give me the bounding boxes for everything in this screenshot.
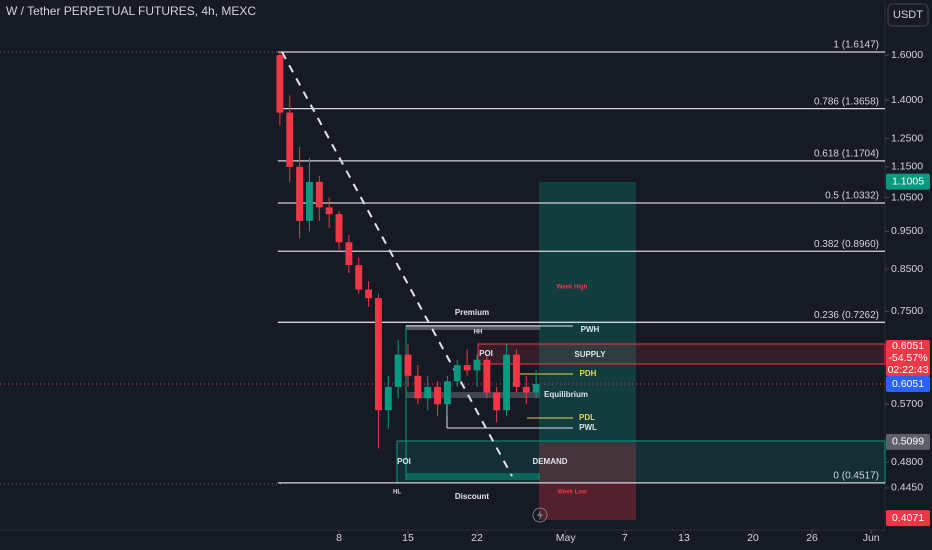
annotation: PWH xyxy=(581,325,600,334)
y-tick-label: 0.4800 xyxy=(891,456,923,468)
annotation: Discount xyxy=(455,492,490,501)
price-tag xyxy=(886,510,930,527)
candle-body xyxy=(434,386,442,405)
fib-label: 0.236 (0.7262) xyxy=(814,310,879,321)
fib-label: 0 (0.4517) xyxy=(833,471,879,482)
candle-body xyxy=(463,365,471,371)
candle-body xyxy=(374,298,382,411)
annotation: PWL xyxy=(579,423,597,432)
countdown-tag xyxy=(886,340,930,377)
annotation: PDL xyxy=(579,413,595,422)
price-tag-label: 1.1005 xyxy=(892,175,924,187)
x-tick-label: 13 xyxy=(678,532,690,544)
annotation: HH xyxy=(474,330,483,336)
y-tick-label: 1.6000 xyxy=(891,49,923,61)
y-tick-label: 0.9500 xyxy=(891,225,923,237)
equilibrium-band xyxy=(406,392,540,398)
candle-body xyxy=(443,381,451,405)
price-tag xyxy=(886,376,930,393)
position-loss xyxy=(539,443,636,520)
candle-body xyxy=(345,242,353,266)
x-tick-label: May xyxy=(556,532,577,544)
candle-body xyxy=(384,386,392,411)
fib-label: 0.786 (1.3658) xyxy=(814,96,879,107)
premium-band xyxy=(406,325,540,330)
candle-body xyxy=(315,181,323,208)
candle-body xyxy=(483,359,491,393)
trend-line xyxy=(281,51,513,477)
x-tick-label: 15 xyxy=(402,532,414,544)
event-icon-bolt xyxy=(537,510,543,520)
candle-body xyxy=(532,384,540,393)
annotation: POI xyxy=(397,457,411,466)
candle-body xyxy=(424,386,432,399)
countdown-change: -54.57% xyxy=(888,352,927,364)
position-profit xyxy=(539,182,636,443)
y-tick-label: 0.5700 xyxy=(891,398,923,410)
supply-zone xyxy=(477,343,886,365)
y-tick-label: 0.7500 xyxy=(891,305,923,317)
annotation: PDH xyxy=(580,369,597,378)
candle-body xyxy=(473,359,481,371)
annotation: Premium xyxy=(455,308,489,317)
price-tag xyxy=(886,433,930,450)
fib-label: 0.382 (0.8960) xyxy=(814,239,879,250)
candle-body xyxy=(512,354,520,387)
y-tick-label: 1.2500 xyxy=(891,132,923,144)
annotation: Week High xyxy=(557,285,588,291)
fib-label: 1 (1.6147) xyxy=(833,40,879,51)
annotation: HL xyxy=(393,490,401,496)
annotation: DEMAND xyxy=(532,457,567,466)
candle-body xyxy=(414,375,422,399)
x-tick-label: 26 xyxy=(806,532,818,544)
candle-body xyxy=(335,214,343,243)
y-tick-label: 1.1500 xyxy=(891,161,923,173)
price-tag-label: 0.4071 xyxy=(892,512,924,524)
chart-title: W / Tether PERPETUAL FUTURES, 4h, MEXC xyxy=(6,4,256,18)
y-tick-label: 1.0500 xyxy=(891,191,923,203)
x-tick-label: 8 xyxy=(336,532,342,544)
fib-label: 0.618 (1.1704) xyxy=(814,148,879,159)
countdown-price: 0.6051 xyxy=(892,340,924,352)
annotation: Equilibrium xyxy=(544,390,588,399)
annotation: POI xyxy=(479,349,493,358)
y-tick-label: 1.4000 xyxy=(891,94,923,106)
candle-body xyxy=(394,354,402,387)
annotation: SUPPLY xyxy=(574,350,606,359)
candle-body xyxy=(325,207,333,215)
price-tag xyxy=(886,173,930,190)
candle-body xyxy=(365,289,373,299)
countdown-time: 02:22:43 xyxy=(888,364,929,376)
candle-body xyxy=(355,265,363,290)
annotation: Week Low xyxy=(557,490,587,496)
discount-band xyxy=(406,473,540,480)
candle-body xyxy=(276,55,284,113)
fib-label: 0.5 (1.0332) xyxy=(825,191,879,202)
currency-label: USDT xyxy=(893,9,923,21)
candle-body xyxy=(522,386,530,393)
y-tick-label: 0.8500 xyxy=(891,263,923,275)
price-tag-label: 0.6051 xyxy=(892,378,924,390)
currency-button[interactable] xyxy=(887,3,929,27)
candle-body xyxy=(493,392,501,411)
event-icon[interactable] xyxy=(532,507,548,523)
candle-body xyxy=(404,354,412,376)
x-tick-label: 20 xyxy=(747,532,759,544)
candle-body xyxy=(453,365,461,382)
x-tick-label: Jun xyxy=(863,532,880,544)
candle-body xyxy=(296,166,304,221)
candle-body xyxy=(286,112,294,167)
x-tick-label: 7 xyxy=(622,532,628,544)
y-tick-label: 0.4450 xyxy=(891,482,923,494)
x-tick-label: 22 xyxy=(471,532,483,544)
price-tag-label: 0.5099 xyxy=(892,436,924,448)
candle-body xyxy=(503,354,511,411)
candle-body xyxy=(306,181,313,221)
